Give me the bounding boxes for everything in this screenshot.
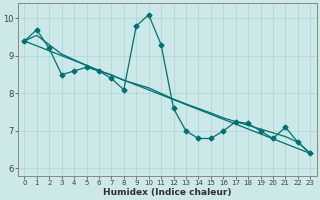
X-axis label: Humidex (Indice chaleur): Humidex (Indice chaleur)	[103, 188, 232, 197]
